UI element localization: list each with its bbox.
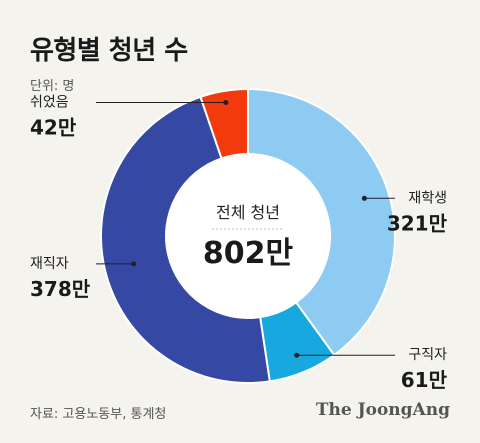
- slice-value-재학생: 321만: [387, 211, 448, 235]
- slice-value-구직자: 61만: [401, 368, 448, 392]
- slice-name-재직자: 재직자: [30, 256, 69, 272]
- slices-group: [100, 87, 396, 384]
- slice-name-재학생: 재학생: [408, 190, 447, 206]
- slice-name-쉬었음: 쉬었음: [30, 95, 69, 111]
- chart-title: 유형별 청년 수: [30, 36, 188, 66]
- unit-note: 단위: 명: [30, 79, 75, 94]
- center-label: 전체 청년: [216, 203, 280, 222]
- source-note: 자료: 고용노동부, 통계청: [30, 407, 167, 422]
- center-value: 802만: [203, 236, 294, 271]
- slice-name-구직자: 구직자: [408, 347, 447, 363]
- slice-value-쉬었음: 42만: [30, 116, 77, 140]
- slice-value-재직자: 378만: [30, 277, 91, 301]
- brand-logo: The JoongAng: [315, 400, 450, 420]
- center-hole: [166, 154, 330, 318]
